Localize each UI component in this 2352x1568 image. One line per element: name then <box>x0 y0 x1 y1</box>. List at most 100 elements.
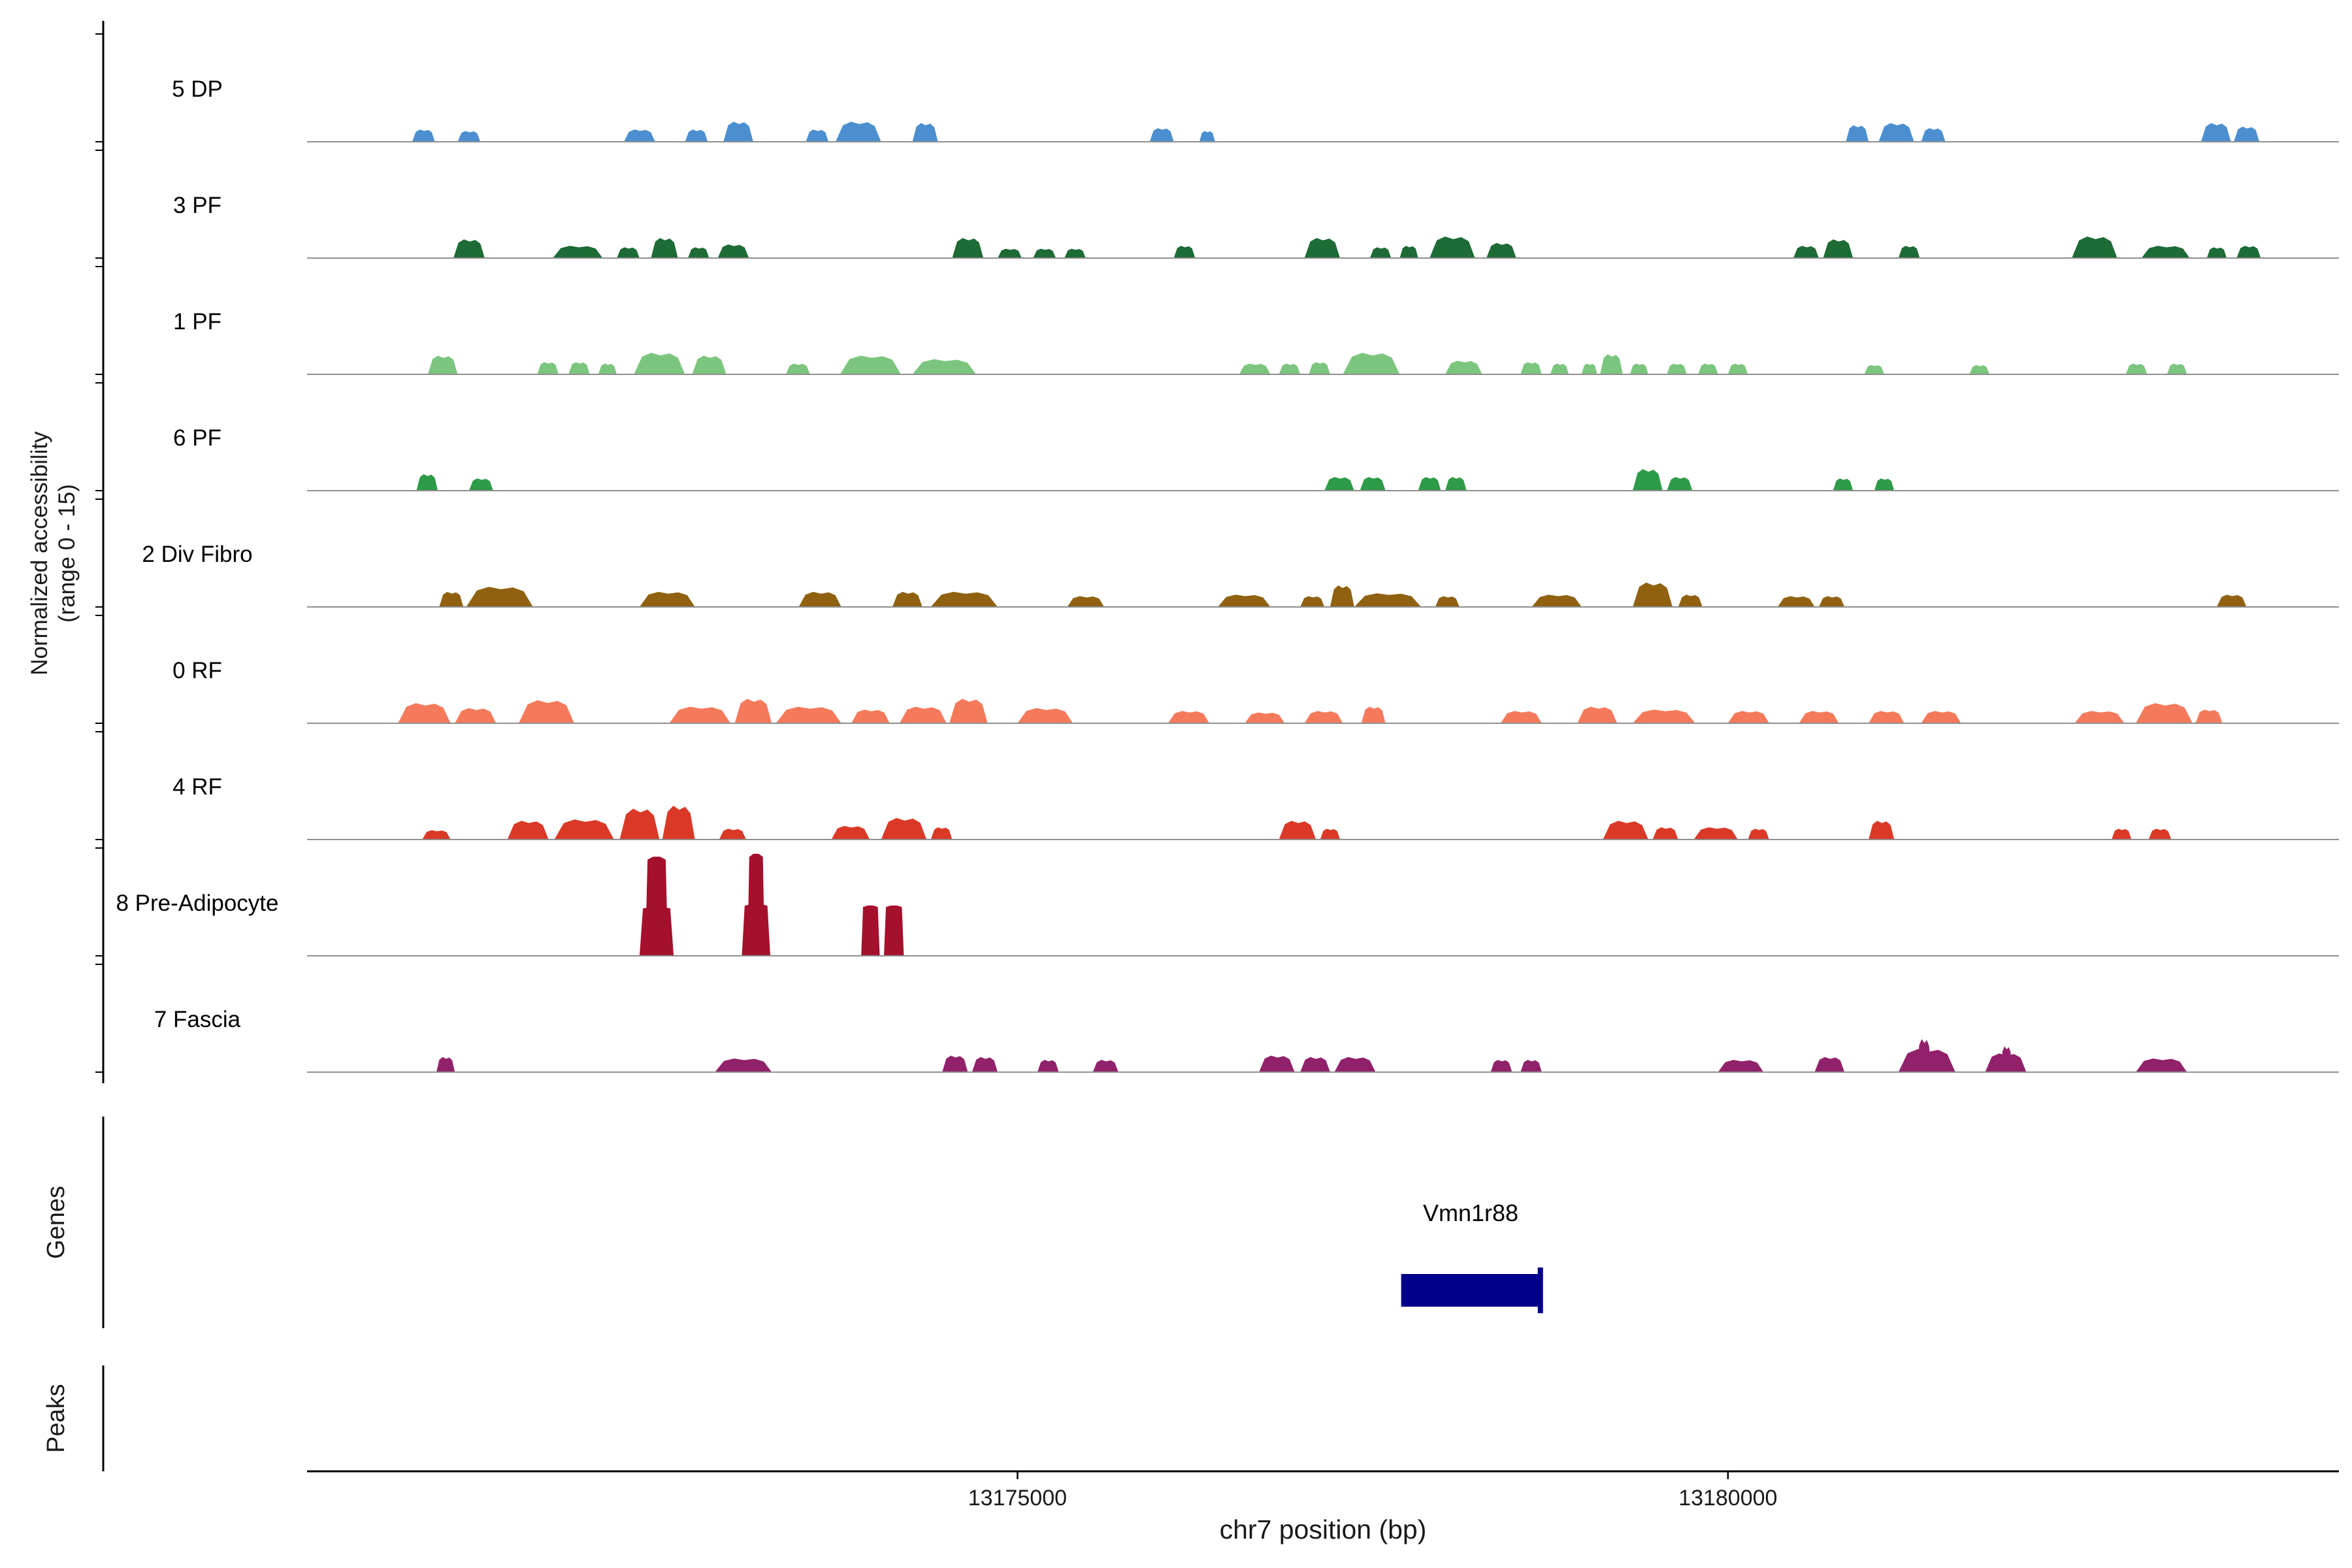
coverage-peak <box>1500 711 1542 723</box>
coverage-peak <box>998 248 1022 258</box>
coverage-peak <box>1878 123 1914 142</box>
coverage-peak <box>1037 1060 1059 1072</box>
coverage-peak <box>1435 596 1460 607</box>
track-label: 0 RF <box>172 658 222 683</box>
coverage-peak <box>1399 246 1418 258</box>
coverage-peak <box>1581 363 1597 374</box>
coverage-peak <box>1727 363 1748 374</box>
coverage-peak <box>930 591 998 607</box>
coverage-peak <box>836 122 881 142</box>
coverage-peak <box>2234 126 2260 142</box>
coverage-peak <box>912 123 938 142</box>
coverage-peak <box>2072 237 2117 258</box>
coverage-peak <box>598 363 617 374</box>
coverage-peak <box>1898 246 1920 258</box>
gene-end-tick <box>1537 1267 1543 1313</box>
coverage-peak <box>1520 1060 1542 1072</box>
coverage-peak <box>1693 827 1738 840</box>
coverage-peak <box>1874 478 1895 491</box>
coverage-peak <box>1064 248 1086 258</box>
coverage-peak <box>2136 703 2193 723</box>
coverage-peak <box>1324 477 1354 491</box>
coverage-peak <box>1360 477 1386 491</box>
coverage-peak <box>881 818 927 840</box>
coverage-peak <box>1304 711 1343 723</box>
coverage-peak <box>1361 706 1386 723</box>
coverage-peak <box>2206 247 2227 258</box>
coverage-peak <box>1279 821 1316 840</box>
coverage-peak <box>1799 711 1839 723</box>
coverage-peak <box>1445 361 1482 374</box>
coverage-peak <box>930 827 953 840</box>
coverage-peak <box>1445 477 1467 491</box>
coverage-peak <box>1490 1060 1512 1072</box>
coverage-peak <box>455 708 497 723</box>
coverage-peak <box>2141 246 2190 258</box>
coverage-peak <box>1727 711 1769 723</box>
coverage-peak <box>1092 1060 1119 1072</box>
coverage-peak <box>651 238 678 258</box>
track-label: 6 PF <box>173 425 221 451</box>
coverage-peak <box>1846 125 1869 142</box>
coverage-peak <box>1603 821 1648 840</box>
coverage-peak <box>1429 237 1475 258</box>
y-axis-title-line2: (range 0 - 15) <box>54 483 80 623</box>
coverage-peak <box>952 238 984 258</box>
x-axis-tick-label: 13175000 <box>968 1486 1067 1511</box>
coverage-peak <box>806 129 829 142</box>
coverage-peak <box>645 857 668 956</box>
coverage-peak <box>1279 363 1301 374</box>
coverage-peak <box>427 355 458 374</box>
coverage-peak <box>692 355 727 374</box>
coverage-peak <box>1629 363 1648 374</box>
coverage-peak <box>1304 238 1341 258</box>
coverage-peak <box>457 131 481 142</box>
coverage-peak <box>912 359 977 374</box>
coverage-peak <box>1577 706 1618 723</box>
coverage-peak <box>1819 596 1845 607</box>
coverage-peak <box>568 362 590 374</box>
coverage-peak <box>2217 595 2247 607</box>
coverage-peak <box>734 698 772 723</box>
coverage-peak <box>1173 246 1196 258</box>
coverage-peak <box>1600 354 1623 374</box>
coverage-peak <box>624 129 655 142</box>
coverage-peak <box>639 591 695 607</box>
coverage-peak <box>416 474 438 491</box>
coverage-peak <box>617 247 640 258</box>
coverage-peak <box>1309 362 1330 374</box>
coverage-peak <box>840 355 902 374</box>
coverage-peak <box>972 1056 998 1072</box>
coverage-peak <box>2074 711 2125 723</box>
coverage-peak <box>861 906 880 956</box>
coverage-peak <box>723 122 753 142</box>
coverage-peak <box>949 698 988 723</box>
track-label: 5 DP <box>172 76 223 102</box>
track-label: 8 Pre-Adipocyte <box>116 890 278 916</box>
gene-label: Vmn1r88 <box>1422 1200 1519 1226</box>
coverage-peak <box>1864 365 1885 374</box>
coverage-peak <box>634 353 685 374</box>
coverage-peak <box>1334 1056 1376 1072</box>
coverage-peak <box>1259 1055 1295 1072</box>
coverage-peak <box>687 247 710 258</box>
coverage-peak <box>1199 131 1215 142</box>
coverage-peak <box>2112 828 2132 840</box>
coverage-peak <box>507 821 549 840</box>
track-label: 2 Div Fibro <box>142 542 252 567</box>
coverage-peak <box>1718 1060 1764 1072</box>
coverage-peak <box>1033 248 1056 258</box>
coverage-peak <box>662 806 695 840</box>
coverage-peak <box>1917 1039 1931 1072</box>
coverage-peak <box>1698 363 1718 374</box>
coverage-peak <box>899 706 947 723</box>
track-label: 3 PF <box>173 193 221 218</box>
track-label: 7 Fascia <box>154 1007 241 1032</box>
coverage-peak <box>1652 827 1678 840</box>
coverage-peak <box>1814 1056 1845 1072</box>
coverage-peak <box>1520 362 1542 374</box>
x-axis-title: chr7 position (bp) <box>1219 1514 1427 1544</box>
coverage-peak <box>1418 477 1441 491</box>
